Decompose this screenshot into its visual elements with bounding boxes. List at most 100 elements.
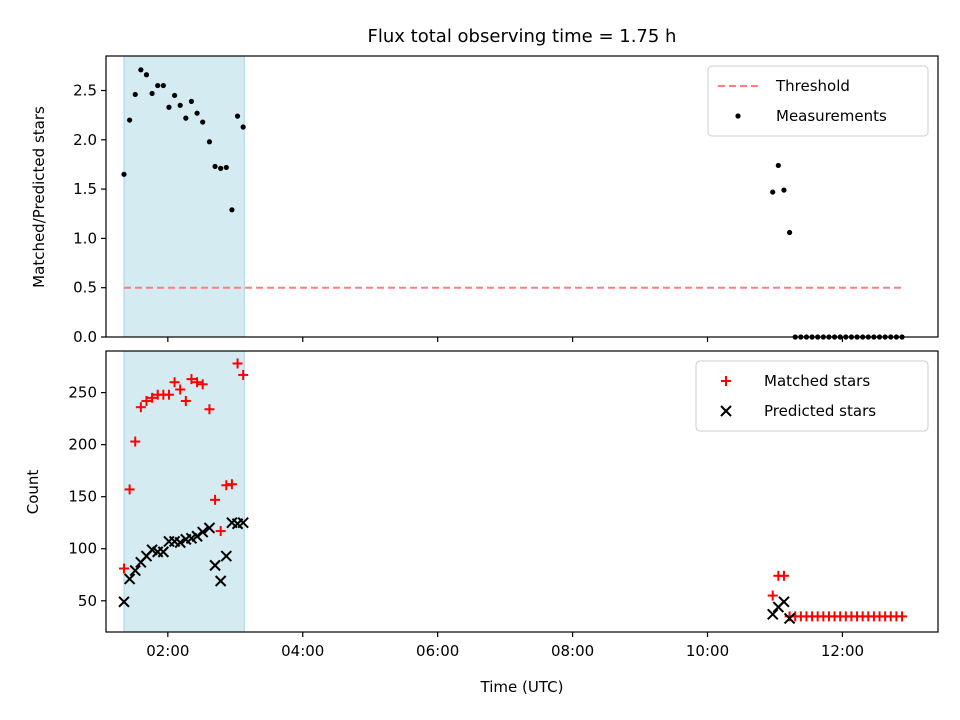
legend-entry: Predicted stars [764,402,876,420]
data-point-1-20 [229,207,235,213]
chart-title: Flux total observing time = 1.75 h [368,26,677,47]
data-point-1-16 [206,139,213,145]
data-point-1-12 [183,115,189,121]
data-point-2-15-b [196,526,209,538]
legend-swatch [721,376,731,386]
data-point-1-22 [238,369,249,380]
data-point-2-3 [129,564,141,577]
legend-swatch [735,113,741,119]
x-tick-label: 08:00 [551,642,594,660]
data-point-1-16 [204,404,215,415]
data-point-2-2-b [123,573,136,585]
data-point-2-25-b [778,596,790,608]
data-point-2-10-b [168,535,181,548]
y-tick-label: 0.0 [73,328,97,346]
data-point-2-17 [209,559,221,572]
legend-box [707,65,929,137]
data-point-1-25 [781,187,787,193]
legend-swatch [720,405,732,417]
data-point-1-25 [778,570,789,581]
data-point-1-15 [200,119,206,125]
data-point-2-14-b [191,530,203,542]
data-point-2-1-b [118,596,130,608]
y-tick-label: 2.0 [73,131,97,149]
data-point-2-18-b [214,575,227,587]
data-point-1-2 [127,117,133,123]
data-point-2-11 [174,536,186,549]
data-point-2-1 [118,596,130,608]
plot-frame [105,350,939,633]
data-point-2-17-b [209,559,221,572]
data-point-2-26 [783,612,796,625]
shaded-region [123,55,245,338]
y-tick-label: 250 [68,384,97,402]
data-point-1-6 [147,392,158,403]
data-point-1-46 [897,611,908,622]
data-point-2-22 [237,517,249,529]
data-point-1-5 [143,72,150,78]
data-point-1-10 [171,92,178,99]
data-point-1-19 [221,480,232,491]
data-point-1-5 [141,395,152,406]
y-tick-label: 150 [68,488,97,506]
data-point-2-22-b [237,517,249,529]
data-point-1-4 [135,402,146,413]
legend: Threshold Measurements [707,65,929,137]
data-point-1-22 [240,124,246,130]
data-point-1-13 [188,98,195,104]
data-point-2-3-b [129,564,141,577]
data-point-1-7 [155,82,161,89]
plot-frame [105,55,939,338]
top-y-axis-label: Matched/Predicted stars [30,106,48,288]
y-tick-label: 2.5 [73,82,97,100]
data-point-1-1 [121,171,127,177]
y-tick-label: 1.5 [73,180,97,198]
y-tick-label: 0.5 [73,279,97,297]
data-point-2-23 [767,608,779,621]
data-point-1-8 [160,82,166,89]
data-point-1-18 [215,526,226,537]
data-point-1-24 [775,162,781,169]
y-tick-label: 50 [78,592,97,610]
data-point-2-23-b [767,608,779,621]
data-point-1-6 [149,90,155,97]
data-point-1-14 [194,110,200,116]
data-point-1-20 [226,479,237,490]
legend: Matched stars Predicted stars [695,360,929,432]
data-point-1-21 [232,358,243,369]
y-tick-label: 1.0 [73,229,97,247]
data-point-2-15 [196,526,209,538]
data-point-2-14 [191,530,203,542]
data-point-2-6-b [146,544,158,556]
data-point-1-11 [175,384,186,395]
data-point-2-18 [214,575,227,587]
x-tick-label: 06:00 [416,642,459,660]
x-tick-label: 04:00 [281,642,324,660]
data-point-1-10 [169,377,180,388]
data-point-1-26 [786,229,793,236]
data-point-1-23 [770,189,776,195]
data-point-1-3 [132,91,138,98]
data-point-1-9 [166,104,172,110]
x-tick-label: 10:00 [686,642,729,660]
x-tick-label: 12:00 [821,642,864,660]
data-point-2-8-b [157,546,170,558]
data-point-2-8 [157,546,170,558]
shaded-region [123,350,245,633]
bottom-y-axis-label: Count [24,470,42,515]
data-point-1-19 [223,164,229,171]
top-panel: 0.0 0.5 1.0 1.5 2.0 2.5 Threshold Measurements [73,55,939,346]
y-tick-label: 200 [68,436,97,454]
data-point-1-17 [210,494,221,505]
data-point-2-25 [778,596,790,608]
data-point-1-21 [234,113,241,119]
data-point-1-2 [124,484,135,495]
bottom-panel: 50 100 150 200 250 02:00 04:00 06:00 08:00 10:00 1… [68,350,939,660]
data-point-1-11 [177,102,183,108]
legend-entry: Matched stars [764,372,870,390]
data-point-2-19 [220,550,233,562]
data-point-1-23 [767,590,778,601]
data-point-1-1 [118,563,129,574]
y-tick-label: 100 [68,540,97,558]
